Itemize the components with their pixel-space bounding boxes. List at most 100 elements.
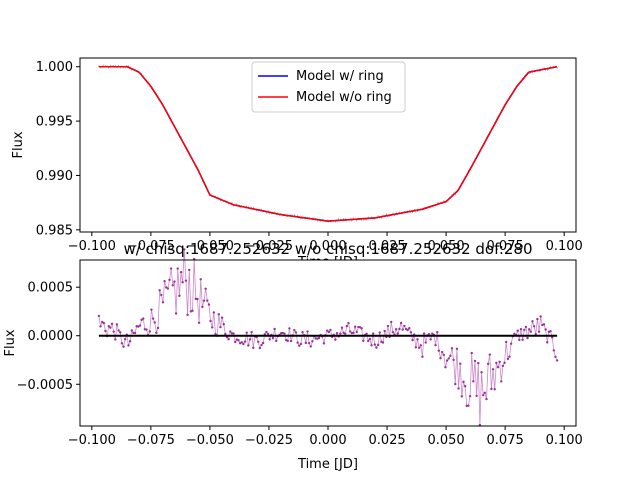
residual-point (403, 324, 406, 328)
residual-point (462, 380, 465, 384)
x-tick-label: 0.075 (487, 433, 524, 448)
residual-point (110, 322, 114, 326)
residual-point (431, 332, 434, 335)
y-tick-label: −0.0005 (17, 378, 73, 393)
residual-point (450, 347, 454, 350)
residual-point (483, 391, 487, 395)
residual-point (467, 404, 470, 407)
residual-point (485, 397, 488, 401)
residual-point (242, 342, 245, 346)
residual-point (531, 320, 534, 323)
residual-point (327, 330, 331, 334)
residual-point (496, 366, 500, 369)
residual-point (440, 350, 444, 354)
residual-point (536, 317, 539, 321)
residual-point (421, 355, 424, 358)
x-tick-label: −0.100 (68, 433, 116, 448)
residual-point (169, 267, 173, 270)
residual-point (348, 330, 352, 333)
residual-point (362, 339, 365, 342)
residual-point (257, 340, 260, 343)
residual-point (161, 301, 165, 304)
residual-point (439, 357, 442, 360)
residuals-data-layer (97, 248, 559, 427)
residual-point (401, 328, 404, 331)
residual-point (508, 355, 511, 358)
residual-point (237, 339, 240, 342)
residual-point (128, 340, 132, 343)
residual-point (445, 359, 449, 362)
x-tick-label: −0.075 (127, 239, 175, 254)
residual-point (160, 293, 163, 297)
x-tick-label: 0.000 (309, 239, 346, 254)
residual-point (390, 320, 393, 324)
residual-point (151, 317, 155, 320)
residual-point (186, 313, 189, 317)
y-tick-label: 1.000 (36, 60, 73, 75)
residual-point (473, 359, 477, 363)
residual-point (409, 331, 413, 334)
x-tick-label: −0.025 (245, 433, 293, 448)
ylabel-top: Flux (11, 131, 26, 158)
residual-point (130, 329, 133, 332)
plot-area-bottom (80, 260, 576, 426)
x-tick-label: 0.075 (487, 239, 524, 254)
x-tick-label: −0.050 (186, 433, 234, 448)
residual-point (537, 330, 541, 333)
residual-point (503, 361, 506, 365)
residual-point (490, 387, 493, 391)
residual-point (416, 338, 419, 341)
residual-point (554, 355, 557, 359)
ticks-bottom: −0.100 −0.075 −0.050 −0.025 0.000 0.025 0.050 0… (17, 281, 583, 448)
residual-point (516, 329, 519, 332)
residual-point (549, 329, 552, 333)
residual-point (306, 330, 309, 333)
model-noring-line (98, 65, 558, 222)
residual-point (188, 268, 191, 272)
residual-point (109, 326, 112, 329)
residual-point (217, 313, 220, 316)
residual-point (488, 353, 491, 356)
residual-point (411, 338, 414, 342)
residual-point (376, 343, 380, 347)
x-tick-label: 0.025 (368, 433, 405, 448)
residual-point (408, 327, 411, 330)
residual-point (220, 316, 224, 319)
residual-point (370, 344, 373, 347)
residual-point (546, 341, 549, 344)
residual-point (245, 331, 248, 334)
legend: Model w/ ring Model w/o ring (251, 61, 406, 113)
residual-point (470, 351, 473, 355)
residual-point (455, 347, 459, 351)
residual-point (271, 337, 275, 340)
residual-point (444, 366, 447, 369)
residual-point (178, 294, 181, 298)
residual-point (493, 388, 496, 391)
x-tick-label: 0.100 (546, 239, 583, 254)
x-tick-label: 0.050 (427, 433, 464, 448)
residual-point (419, 344, 422, 347)
x-tick-label: 0.000 (309, 433, 346, 448)
residual-point (115, 323, 119, 326)
residual-point (500, 380, 503, 383)
residual-point (97, 314, 101, 318)
x-tick-label: −0.075 (127, 433, 175, 448)
y-tick-label: 0.985 (36, 223, 73, 238)
residual-point (454, 382, 457, 386)
residual-point (480, 371, 483, 374)
residual-point (344, 332, 347, 336)
residual-point (304, 341, 308, 345)
residual-point (258, 346, 262, 350)
residual-point (347, 321, 350, 325)
residual-point (352, 331, 355, 335)
residual-point (371, 332, 375, 335)
residual-point (120, 342, 124, 345)
residual-point (148, 330, 152, 333)
residual-point (114, 338, 117, 341)
residual-point (191, 309, 194, 312)
residual-point (345, 324, 349, 328)
transit-model-data-layer (98, 64, 558, 223)
residual-point (532, 325, 536, 328)
residual-point (199, 278, 202, 281)
residual-point (360, 327, 363, 330)
